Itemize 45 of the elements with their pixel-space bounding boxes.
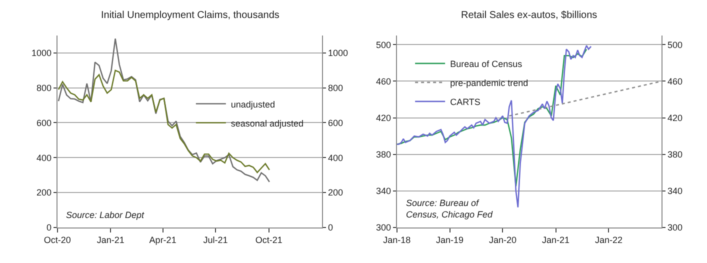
- y-tick-label: 200: [36, 188, 52, 198]
- y2-tick-label: 200: [328, 188, 343, 198]
- y-tick-label: 380: [376, 149, 392, 160]
- y-tick-label: 800: [36, 83, 52, 93]
- y-tick-label: 400: [36, 152, 52, 163]
- x-tick-label: Jan-22: [594, 235, 622, 246]
- chart-title: Retail Sales ex-autos, $billions: [461, 10, 598, 21]
- y2-tick-label: 420: [667, 112, 682, 123]
- y2-tick-label: 500: [667, 40, 682, 50]
- y-tick-label: 0: [46, 222, 52, 233]
- y-tick-label: 500: [376, 40, 392, 50]
- y2-tick-label: 400: [328, 152, 343, 163]
- y-tick-label: 1000: [32, 48, 52, 58]
- x-tick-label: Jan-18: [383, 235, 411, 246]
- y2-tick-label: 0: [328, 222, 333, 233]
- legend-label: seasonal adjusted: [230, 118, 304, 128]
- x-tick-label: Jan-19: [436, 235, 464, 246]
- legend-label: pre-pandemic trend: [450, 78, 528, 88]
- chart-title: Initial Unemployment Claims, thousands: [101, 10, 280, 21]
- y2-tick-label: 800: [328, 83, 343, 93]
- x-tick-label: Oct-20: [44, 235, 71, 246]
- line-series: [396, 44, 592, 208]
- x-tick-label: Apr-21: [149, 235, 176, 246]
- y-tick-label: 300: [376, 222, 392, 233]
- line-series: [396, 48, 588, 187]
- annotation: Source: Labor Dept: [66, 210, 145, 220]
- x-tick-label: Oct-21: [255, 235, 282, 246]
- y-tick-label: 600: [36, 118, 52, 128]
- y2-tick-label: 600: [328, 118, 343, 128]
- y-tick-label: 460: [376, 76, 392, 86]
- y-tick-label: 420: [376, 112, 392, 123]
- x-tick-label: Jan-21: [96, 235, 124, 246]
- y2-tick-label: 340: [667, 186, 682, 196]
- y-tick-label: 340: [376, 186, 392, 196]
- y2-tick-label: 460: [667, 76, 682, 86]
- y2-tick-label: 300: [667, 222, 682, 233]
- y2-tick-label: 380: [667, 149, 682, 160]
- legend-label: unadjusted: [230, 99, 275, 110]
- annotation: Source: Bureau of Census, Chicago Fed: [406, 198, 494, 220]
- legend-label: CARTS: [450, 96, 480, 107]
- y2-tick-label: 1000: [328, 48, 348, 58]
- x-tick-label: Jan-20: [488, 235, 516, 246]
- x-tick-label: Jul-21: [203, 235, 228, 246]
- legend-label: Bureau of Census: [450, 58, 523, 69]
- x-tick-label: Jan-21: [542, 235, 570, 246]
